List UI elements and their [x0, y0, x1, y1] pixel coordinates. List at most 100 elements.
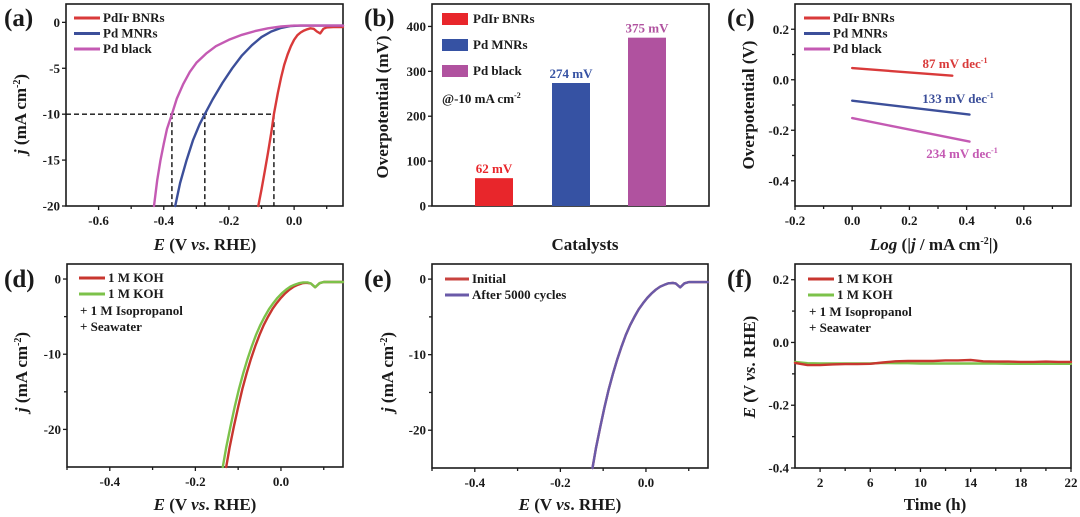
panel-f-ylabel-part: (V	[740, 381, 759, 407]
panel-d-label: (d)	[4, 266, 35, 293]
panel-c-slope-label: 234 mV dec-1	[926, 146, 997, 161]
panel-c-xlabel-j: j	[908, 235, 916, 254]
panel-d-ylabel-j: j	[12, 407, 31, 415]
panel-f-xtick-label: 18	[1014, 475, 1028, 490]
panel-c-xlabel: Log (|j / mA cm-2|)	[869, 235, 998, 254]
panel-a: (a) -0.6 -0.4 -0.2 0.0 0 -5 -10 -15 -20 PdIr BNRs…	[4, 3, 345, 254]
panel-e-ytick-label: -20	[409, 423, 426, 438]
panel-c-plot-area: -0.2 0.0 0.2 0.4 0.60.20.0-0.2-0.487 mV dec-…	[768, 3, 1072, 228]
panel-a-xtick-label: -0.2	[219, 213, 240, 228]
panel-d-xlabel: E (V vs. RHE)	[153, 495, 257, 514]
panel-f-ylabel-e: E	[740, 407, 759, 419]
panel-e-ylabel-part: (mA cm	[378, 346, 397, 407]
panel-f-ylabel-tail: . RHE)	[740, 316, 759, 367]
panel-a-xlabel-e: E	[153, 235, 165, 254]
panel-a-label: (a)	[4, 5, 33, 32]
panel-d-xlabel-e: E	[153, 495, 165, 514]
panel-f-ylabel-vs: vs	[740, 366, 759, 381]
panel-f-series-1	[793, 358, 1073, 367]
panel-c-legend-label: PdIr BNRs	[833, 10, 895, 25]
panel-a-xlabel-vs: vs	[191, 235, 206, 254]
panel-b-annotation-sup: -2	[514, 91, 521, 100]
panel-b-xlabel: Catalysts	[551, 235, 618, 254]
panel-d-ytick-label: -10	[44, 347, 61, 362]
panel-a-series-2	[174, 24, 345, 208]
panel-d-xtick-label: -0.2	[185, 474, 206, 489]
panel-a-legend-label: Pd black	[103, 41, 153, 56]
panel-c-slope-sup: -1	[991, 146, 998, 155]
panel-d-ylabel-tail: )	[12, 332, 31, 338]
panel-b-ytick-label: 100	[407, 154, 427, 169]
panel-f-ytick-label: 0.2	[773, 272, 789, 287]
panel-d-series-2	[221, 280, 345, 469]
panel-b-bar-label: 274 mV	[550, 66, 594, 81]
panel-e-ytick-label: -10	[409, 347, 426, 362]
panel-c-series-3	[851, 116, 971, 143]
panel-e-legend-label: Initial	[472, 271, 506, 286]
panel-a-ytick-label: -15	[43, 153, 61, 168]
panel-d-ylabel-part: (mA cm	[12, 346, 31, 407]
panel-d-ytick-label: -20	[44, 422, 61, 437]
panel-f-xtick-label: 2	[817, 475, 824, 490]
panel-b-bar	[475, 178, 513, 206]
panel-e-series-2	[591, 280, 710, 470]
panel-a-xlabel-tail: . RHE)	[205, 235, 256, 254]
panel-f-ytick-label: 0.0	[773, 335, 789, 350]
panel-f-ytick-label: -0.2	[768, 398, 789, 413]
panel-c-label: (c)	[727, 5, 755, 32]
panel-d-ylabel-sup: -2	[13, 338, 24, 346]
panel-a-xlabel: E (V vs. RHE)	[153, 235, 257, 254]
panel-c-slope-label: 87 mV dec-1	[923, 56, 988, 71]
panel-f-legend-label: 1 M KOH	[837, 271, 893, 286]
panel-c-slope-sup: -1	[981, 56, 988, 65]
panel-d-frame	[66, 263, 344, 468]
panel-c-slope-text: 133 mV dec	[922, 91, 987, 106]
panel-c-slope-text: 87 mV dec	[923, 56, 981, 71]
panel-a-series-3	[152, 24, 345, 208]
panel-c-xlabel-log: Log	[869, 235, 898, 254]
panel-b-ytick-label: 300	[407, 64, 427, 79]
panel-c-ytick-label: 0.2	[773, 22, 789, 37]
panel-e-ylabel-j: j	[378, 407, 397, 415]
panel-e-xtick-label: -0.2	[550, 475, 571, 490]
panel-b-legend-swatch	[442, 13, 468, 25]
panel-f-ylabel: E (V vs. RHE)	[740, 316, 759, 420]
panel-e-label: (e)	[364, 266, 392, 293]
panel-c-slope-text: 234 mV dec	[926, 146, 991, 161]
panel-e-xtick-label: 0.0	[638, 475, 654, 490]
panel-c-xlabel-end: |)	[989, 235, 998, 254]
panel-d-legend-label: + 1 M Isopropanol	[80, 303, 183, 318]
panel-e-frame	[431, 263, 709, 469]
panel-a-ylabel-j: j	[11, 149, 30, 157]
panel-d-xlabel-tail: . RHE)	[205, 495, 256, 514]
panel-e-xlabel-tail: . RHE)	[570, 495, 621, 514]
panel-b-ylabel: Overpotential (mV)	[373, 35, 392, 178]
panel-b-ytick-label: 400	[407, 19, 427, 34]
panel-c-xtick-label: 0.4	[958, 213, 975, 228]
panel-a-legend-label: Pd MNRs	[103, 26, 158, 41]
panel-e-xlabel: E (V vs. RHE)	[518, 495, 622, 514]
panel-e-xlabel-part: (V	[530, 495, 556, 514]
panel-a-ytick-label: 0	[54, 15, 61, 30]
panel-c-xtick-label: 0.6	[1016, 213, 1033, 228]
panel-a-xtick-label: -0.6	[88, 213, 109, 228]
panel-f-legend-label: 1 M KOH	[837, 287, 893, 302]
panel-d-legend-label: 1 M KOH	[108, 286, 164, 301]
panel-f-frame	[794, 263, 1072, 469]
panel-e-ylabel: j (mA cm-2)	[378, 332, 397, 415]
panel-c-xlabel-sup: -2	[980, 236, 988, 247]
panel-c-xlabel-tail: / mA cm	[916, 235, 981, 254]
panel-b-bar-label: 375 mV	[626, 21, 670, 36]
panel-b-ytick-label: 0	[420, 199, 427, 214]
panel-f-xlabel: Time (h)	[904, 495, 967, 514]
panel-a-ylabel-sup: -2	[12, 80, 23, 88]
panel-b-ytick-label: 200	[407, 109, 427, 124]
panel-c-xtick-label: -0.2	[785, 213, 806, 228]
panel-b-plot-area: 0 100 200 300 400 62 mV 274 mV 375 mV PdIr BNRs P…	[407, 3, 710, 214]
